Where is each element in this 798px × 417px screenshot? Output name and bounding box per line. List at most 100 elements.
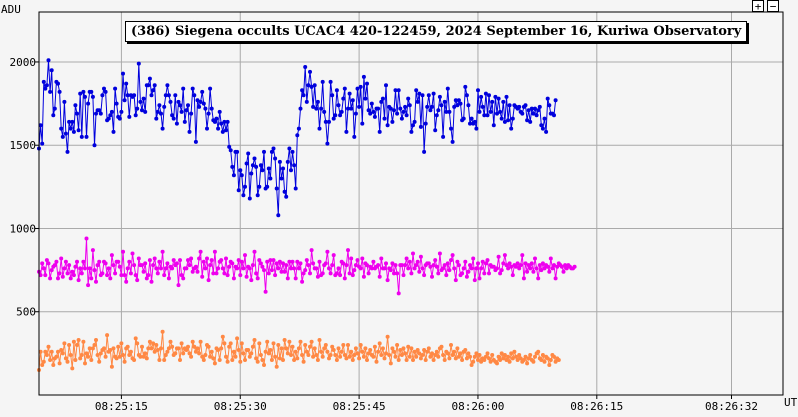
data-point — [48, 89, 53, 94]
data-point — [95, 353, 100, 357]
data-point — [208, 354, 213, 359]
data-point — [314, 106, 319, 111]
zoom-out-button[interactable]: − — [767, 0, 779, 12]
data-point — [327, 266, 331, 271]
data-point — [477, 276, 482, 281]
data-point — [298, 339, 303, 344]
data-point — [330, 263, 335, 268]
data-point — [208, 86, 213, 91]
data-point — [353, 263, 358, 268]
data-point — [442, 263, 447, 268]
data-point — [144, 356, 149, 361]
data-point — [274, 364, 279, 369]
data-point — [350, 273, 355, 278]
data-point — [485, 113, 490, 118]
data-point — [306, 83, 311, 88]
data-point — [520, 253, 525, 258]
data-point — [84, 134, 89, 139]
data-point — [79, 353, 84, 357]
data-point — [292, 266, 297, 271]
data-point — [165, 83, 170, 88]
data-point — [466, 351, 471, 356]
data-point — [393, 263, 398, 268]
data-point — [529, 261, 534, 266]
data-point — [401, 346, 406, 351]
data-point — [393, 88, 398, 93]
data-point — [385, 123, 390, 128]
data-point — [377, 341, 382, 346]
data-point — [385, 278, 390, 283]
data-point — [100, 93, 105, 98]
data-point — [529, 106, 534, 111]
data-point — [176, 346, 181, 351]
data-point — [170, 113, 175, 118]
data-point — [269, 149, 274, 154]
data-point — [281, 166, 285, 171]
data-point — [233, 354, 238, 359]
data-point — [376, 263, 381, 268]
data-point — [225, 359, 230, 364]
data-point — [476, 261, 480, 266]
data-point — [392, 349, 396, 354]
data-point — [243, 184, 247, 189]
data-point — [547, 269, 552, 274]
data-point — [98, 111, 103, 116]
data-point — [285, 159, 290, 164]
data-point — [366, 351, 371, 356]
data-point — [553, 276, 558, 281]
data-point — [483, 91, 488, 96]
data-point — [469, 363, 474, 367]
data-point — [209, 258, 214, 263]
data-point — [323, 261, 328, 266]
data-point — [525, 361, 530, 366]
x-axis-label: UT — [784, 396, 798, 409]
data-point — [336, 266, 341, 271]
data-point — [380, 346, 385, 351]
data-point — [414, 263, 419, 268]
data-point — [498, 109, 503, 114]
data-point — [363, 346, 368, 351]
data-point — [320, 79, 325, 84]
data-point — [133, 113, 138, 118]
data-point — [453, 278, 458, 283]
data-point — [206, 111, 211, 116]
data-point — [357, 356, 362, 361]
data-point — [236, 188, 241, 193]
data-point — [472, 354, 477, 359]
data-point — [518, 356, 523, 361]
x-tick-label: 08:25:15 — [95, 400, 148, 413]
data-point — [73, 103, 78, 108]
data-point — [309, 248, 314, 253]
data-point — [360, 256, 365, 261]
data-point — [480, 259, 485, 264]
data-point — [92, 143, 97, 148]
data-point — [495, 266, 499, 271]
data-point — [56, 81, 60, 86]
data-point — [266, 271, 271, 276]
data-point — [412, 349, 417, 354]
data-point — [235, 149, 240, 154]
data-point — [450, 253, 455, 258]
data-point — [193, 139, 198, 144]
data-point — [94, 111, 98, 116]
data-point — [540, 126, 545, 131]
data-point — [143, 351, 148, 356]
data-point — [141, 354, 146, 359]
data-point — [239, 341, 244, 346]
data-point — [523, 103, 528, 108]
data-point — [379, 99, 384, 104]
data-point — [52, 263, 57, 268]
y-tick-label: 500 — [16, 306, 36, 319]
data-point — [365, 263, 369, 268]
data-point — [437, 94, 442, 99]
data-point — [135, 278, 140, 283]
data-point — [168, 99, 173, 104]
data-point — [117, 116, 122, 121]
data-point — [116, 344, 121, 349]
zoom-in-button[interactable]: + — [752, 0, 764, 12]
data-point — [52, 106, 57, 111]
data-point — [271, 258, 276, 263]
data-point — [544, 129, 549, 134]
data-point — [458, 351, 463, 356]
